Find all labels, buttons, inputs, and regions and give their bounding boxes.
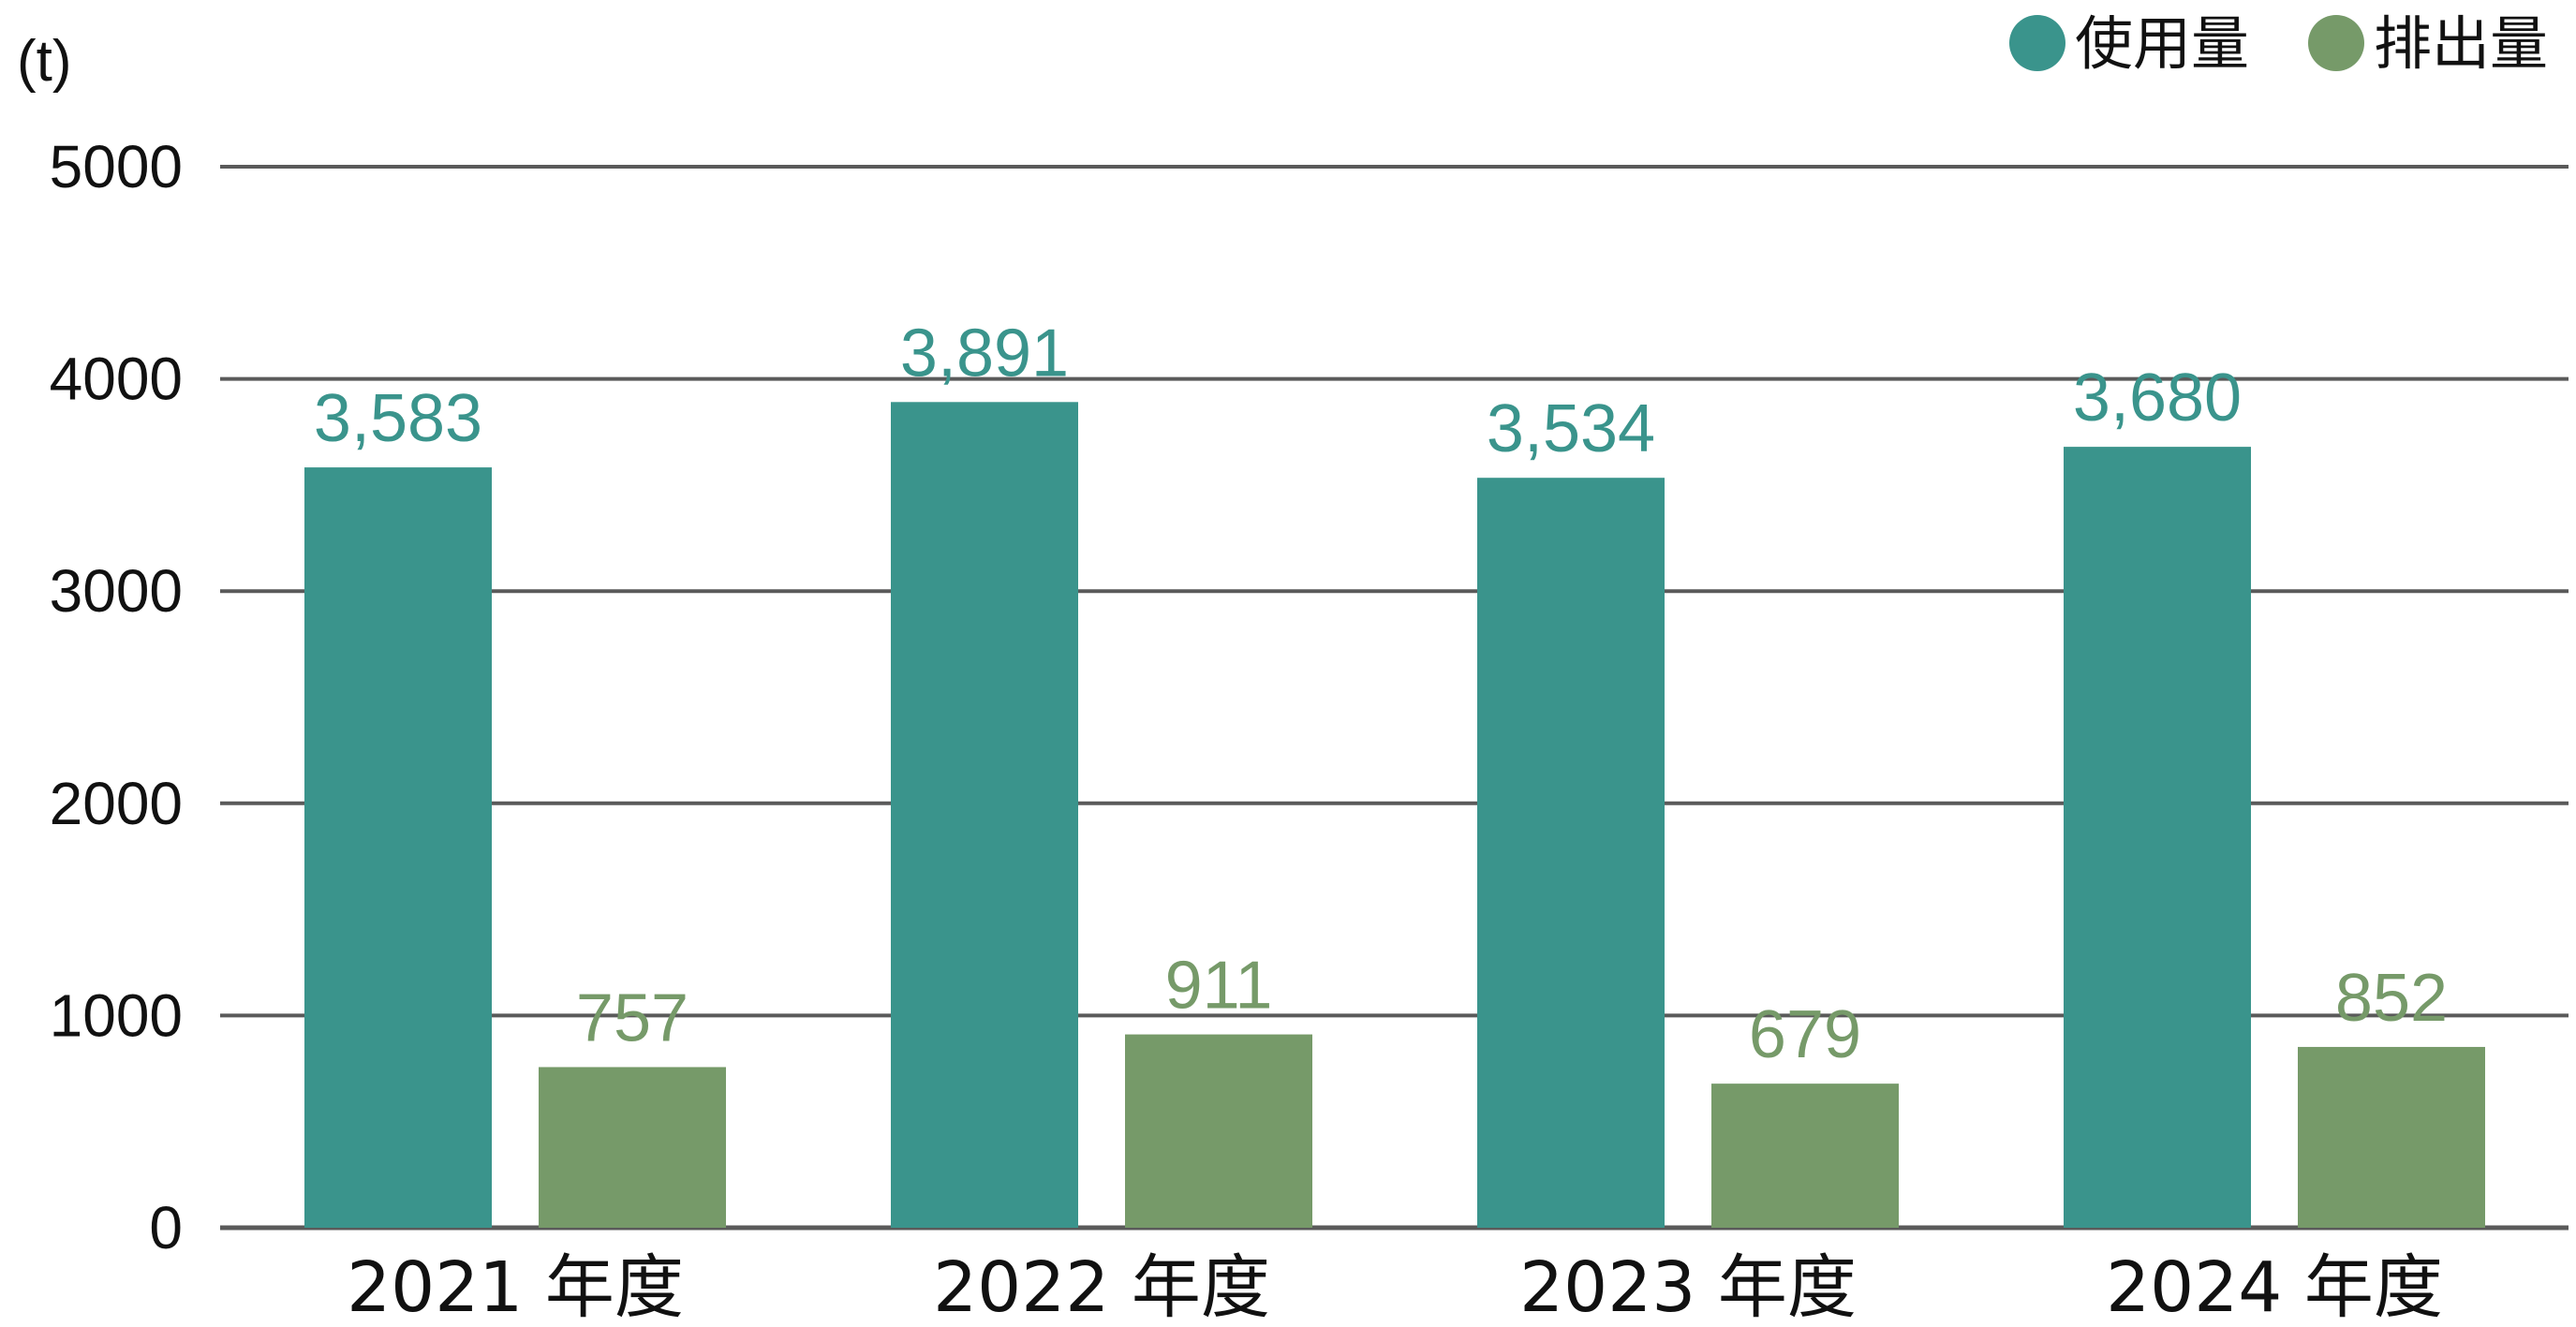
y-tick-label: 4000 [50, 346, 183, 413]
bar-emission [1711, 1084, 1899, 1228]
bar-emission [539, 1067, 726, 1228]
data-label: 3,583 [314, 381, 482, 456]
x-axis-categories: 2021 年度 2022 年度 2023 年度 2024 年度 [347, 1247, 2443, 1327]
data-label: 757 [576, 981, 688, 1055]
y-axis-ticks: 0 1000 2000 3000 4000 5000 [50, 133, 183, 1261]
data-label: 911 [1165, 949, 1273, 1024]
legend-label: 使用量 [2075, 9, 2249, 78]
data-label: 3,534 [1487, 391, 1655, 466]
data-label: 679 [1749, 997, 1861, 1072]
data-label: 852 [2335, 961, 2448, 1036]
data-labels: 3,583 757 3,891 911 3,534 679 3,680 852 [314, 316, 2448, 1072]
y-tick-label: 0 [149, 1194, 183, 1261]
data-label: 3,680 [2073, 361, 2242, 435]
legend-swatch [2308, 15, 2364, 71]
x-category-label: 2022 年度 [933, 1247, 1270, 1327]
bars [304, 402, 2485, 1229]
y-tick-label: 3000 [50, 557, 183, 625]
bar-usage [2064, 447, 2251, 1228]
y-tick-label: 5000 [50, 133, 183, 200]
y-tick-label: 1000 [50, 981, 183, 1049]
legend: 使用量 排出量 [2009, 9, 2548, 78]
data-label: 3,891 [900, 316, 1069, 391]
legend-label: 排出量 [2374, 9, 2548, 78]
x-category-label: 2021 年度 [347, 1247, 684, 1327]
bar-emission [1125, 1034, 1312, 1228]
legend-swatch [2009, 15, 2065, 71]
bar-usage [1477, 478, 1665, 1229]
y-tick-label: 2000 [50, 770, 183, 837]
bar-usage [891, 402, 1078, 1228]
bar-usage [304, 467, 492, 1229]
x-category-label: 2023 年度 [1519, 1247, 1857, 1327]
y-axis-unit-label: (t) [17, 29, 72, 94]
bar-emission [2298, 1046, 2485, 1228]
x-category-label: 2024 年度 [2106, 1247, 2443, 1327]
